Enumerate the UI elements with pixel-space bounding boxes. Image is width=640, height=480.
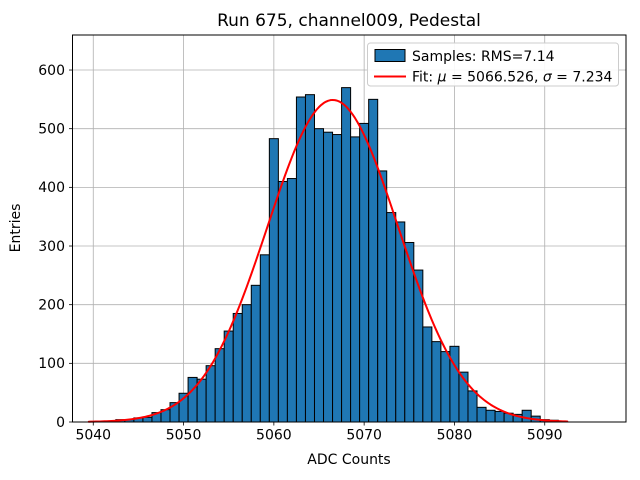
y-tick-label: 200 <box>38 297 65 313</box>
legend-samples-swatch <box>374 49 406 62</box>
y-tick-label: 100 <box>38 356 65 372</box>
x-tick-label: 5090 <box>527 428 563 444</box>
histogram-bar <box>332 134 343 423</box>
histogram-bar <box>485 409 496 423</box>
legend-samples-label: Samples: RMS=7.14 <box>412 49 555 65</box>
histogram-bar <box>377 170 388 423</box>
histogram-bar <box>359 122 370 423</box>
histogram-bar <box>196 378 207 423</box>
histogram-bar <box>232 312 243 423</box>
histogram-bars <box>115 87 559 423</box>
y-axis-label: Entries <box>8 204 24 253</box>
histogram-bar <box>241 304 252 423</box>
histogram-bar <box>440 351 451 423</box>
legend-frame <box>367 42 619 87</box>
histogram-bar <box>395 221 406 423</box>
histogram-bar <box>476 406 487 423</box>
histogram-bar <box>341 87 352 423</box>
y-tick-label: 500 <box>38 121 65 137</box>
legend: Samples: RMS=7.14 Fit: μ = 5066.526, σ =… <box>367 42 619 87</box>
x-tick-label: 5060 <box>256 428 292 444</box>
fit-curve <box>87 98 569 423</box>
y-tick-label: 600 <box>38 63 65 79</box>
histogram-bar <box>313 128 325 423</box>
histogram-bar <box>250 284 261 423</box>
x-tick-label: 5070 <box>346 428 382 444</box>
histogram-bar <box>259 254 270 423</box>
histogram-bar <box>431 341 442 423</box>
y-tick-label: 300 <box>38 239 65 255</box>
histogram-bar <box>214 348 225 423</box>
y-tick-label: 0 <box>56 415 65 431</box>
histogram-bar <box>323 131 334 423</box>
histogram-bar <box>268 138 279 423</box>
axis-ticks: 5040 5050 5060 5070 5080 5090 0 100 200 300 400 500… <box>38 63 562 444</box>
x-tick-label: 5050 <box>166 428 202 444</box>
histogram-bar <box>449 345 460 423</box>
histogram-bar <box>494 410 505 423</box>
histogram-bar <box>350 136 361 423</box>
histogram-bar <box>187 376 198 423</box>
histogram-bar <box>521 409 532 423</box>
x-tick-label: 5080 <box>437 428 473 444</box>
histogram-bar <box>422 326 433 423</box>
chart-title: Run 675, channel009, Pedestal <box>217 11 481 31</box>
histogram-bar <box>386 212 397 423</box>
histogram-bar <box>467 390 478 423</box>
histogram-bar <box>223 330 234 423</box>
histogram-bar <box>277 180 288 423</box>
x-axis-label: ADC Counts <box>307 452 390 468</box>
histogram-bar <box>304 94 315 423</box>
histogram-bar <box>205 365 216 423</box>
legend-fit-label: Fit: μ = 5066.526, σ = 7.234 <box>412 70 613 86</box>
y-tick-label: 400 <box>38 180 65 196</box>
histogram-bar <box>295 96 306 423</box>
histogram-bar <box>286 178 297 423</box>
plot-area-border <box>72 34 627 423</box>
x-tick-label: 5040 <box>75 428 111 444</box>
